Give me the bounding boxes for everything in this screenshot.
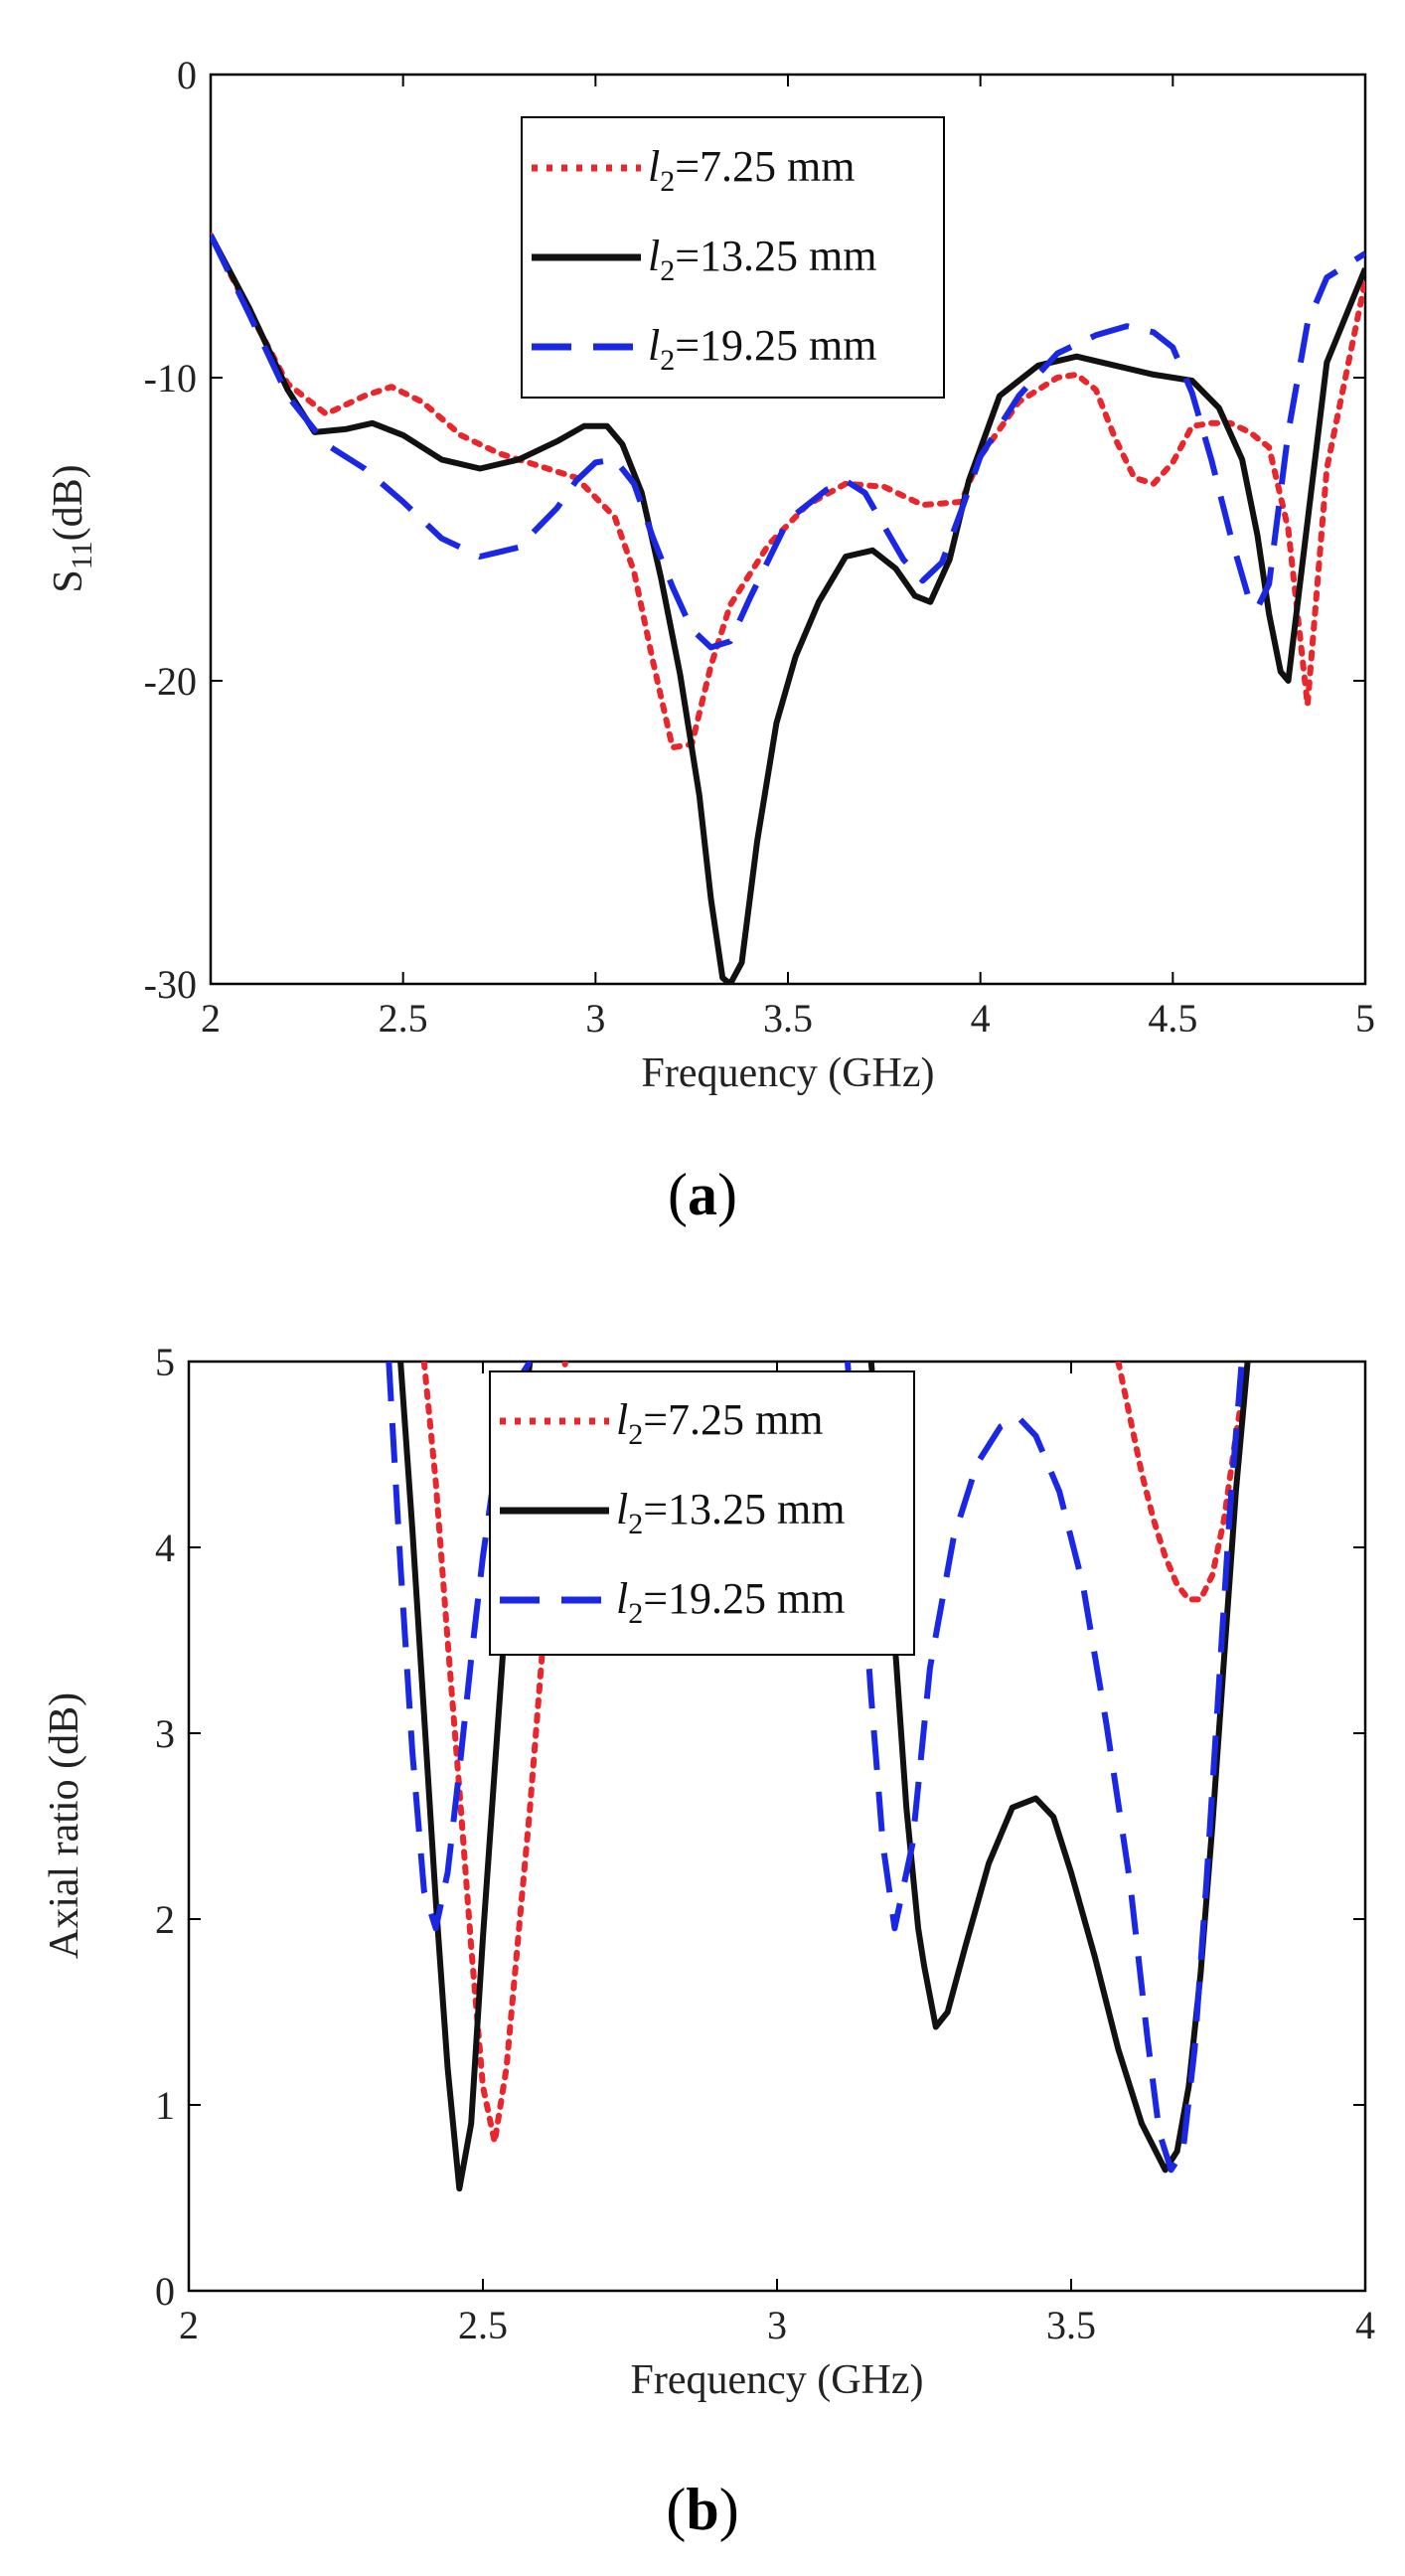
chart-a-legend-entry-2: l2=13.25 mm (532, 232, 877, 287)
chart-b-x-tick-label: 3.5 (1046, 2303, 1096, 2347)
chart-b-series (386, 1362, 1251, 2192)
chart-a-y-tick-label: -10 (144, 356, 197, 401)
legend-value: =13.25 mm (675, 232, 876, 280)
chart-a-y-label-unit: (dB) (46, 464, 91, 541)
panel-label-open: ( (668, 1162, 688, 1227)
legend-sub: 2 (628, 1597, 643, 1630)
chart-b-legend-label-1: l2=7.25 mm (616, 1395, 824, 1451)
chart-b-legend-label-2: l2=13.25 mm (616, 1485, 846, 1540)
chart-b-legend: l2=7.25 mm l2=13.25 mm l2=19.25 mm (489, 1370, 915, 1656)
chart-a-series-line-1 (211, 232, 1365, 751)
chart-a-x-ticks: 2 2.5 3 3.5 4 4.5 5 (201, 75, 1375, 1041)
chart-a-series-line-3 (211, 234, 1365, 651)
chart-b-legend-entry-1: l2=7.25 mm (500, 1395, 824, 1451)
chart-a-x-tick-label: 2.5 (379, 996, 428, 1041)
panel-label-letter: a (688, 1162, 717, 1227)
chart-a-legend-label-1: l2=7.25 mm (648, 142, 856, 198)
chart-a-x-tick-label: 3.5 (763, 996, 813, 1041)
chart-b-x-tick-label: 4 (1355, 2303, 1375, 2347)
chart-b-series-line-1-segment-2 (1115, 1362, 1251, 1603)
chart-b-series-line-3-segment-2 (845, 1362, 1245, 2174)
panel-label-close: ) (719, 2477, 739, 2542)
chart-a-legend-label-3: l2=19.25 mm (648, 321, 877, 377)
chart-b-series-line-1-segment-1 (420, 1362, 568, 2146)
legend-value: =7.25 mm (675, 142, 855, 191)
legend-sub: 2 (628, 1418, 643, 1451)
chart-b-series-line-2-segment-2 (867, 1362, 1251, 2174)
chart-b-x-axis-label: Frequency (GHz) (630, 2357, 923, 2403)
panel-label-open: ( (666, 2477, 686, 2542)
legend-var: l (616, 1395, 628, 1444)
legend-value: =13.25 mm (643, 1485, 845, 1533)
chart-a-legend: l2=7.25 mm l2=13.25 mm l2=19.25 mm (521, 116, 945, 399)
chart-a-y-label-sub: 11 (66, 541, 98, 569)
chart-a-x-axis-label: Frequency (GHz) (641, 1050, 934, 1096)
chart-a-series (211, 232, 1365, 984)
legend-var: l (648, 232, 660, 280)
legend-sub: 2 (660, 344, 675, 377)
chart-a: 2 2.5 3 3.5 4 4.5 5 -30 -20 -10 0 Frequency (GHz)… (46, 53, 1375, 1227)
legend-value: =19.25 mm (643, 1574, 845, 1623)
legend-value: =7.25 mm (643, 1395, 823, 1444)
chart-b-x-tick-label: 2.5 (458, 2303, 508, 2347)
legend-sub: 2 (660, 165, 675, 198)
chart-b-legend-label-3: l2=19.25 mm (616, 1574, 846, 1630)
chart-a-y-axis-label: S11(dB) (46, 464, 98, 592)
chart-b-y-tick-label: 4 (155, 1526, 175, 1570)
chart-a-legend-entry-1: l2=7.25 mm (532, 142, 856, 198)
chart-a-y-tick-label: 0 (177, 53, 197, 97)
chart-b: 2 2.5 3 3.5 4 0 1 2 3 4 5 Frequency (GHz) Axial r… (42, 1340, 1375, 2542)
chart-a-x-tick-label: 4.5 (1148, 996, 1197, 1041)
panel-label-letter: b (686, 2477, 718, 2542)
chart-a-y-tick-label: -30 (144, 962, 197, 1007)
legend-var: l (648, 142, 660, 191)
chart-a-series-line-2 (211, 234, 1365, 984)
chart-a-y-tick-label: -20 (144, 659, 197, 704)
legend-sub: 2 (628, 1508, 643, 1540)
legend-sub: 2 (660, 254, 675, 287)
chart-b-panel-label: (b) (666, 2477, 738, 2542)
chart-b-y-ticks: 0 1 2 3 4 5 (155, 1340, 1365, 2314)
chart-a-x-tick-label: 2 (201, 996, 221, 1041)
chart-a-y-ticks: -30 -20 -10 0 (144, 53, 1365, 1007)
chart-b-y-tick-label: 2 (155, 1897, 175, 1942)
chart-b-x-ticks: 2 2.5 3 3.5 4 (179, 1362, 1375, 2347)
chart-b-x-tick-label: 2 (179, 2303, 199, 2347)
chart-a-panel-label: (a) (668, 1162, 737, 1227)
chart-b-y-tick-label: 3 (155, 1711, 175, 1756)
legend-var: l (616, 1485, 628, 1533)
chart-b-y-tick-label: 1 (155, 2083, 175, 2128)
chart-b-x-tick-label: 3 (767, 2303, 787, 2347)
chart-a-x-tick-label: 5 (1355, 996, 1375, 1041)
chart-a-x-tick-label: 3 (585, 996, 605, 1041)
chart-b-y-tick-label: 0 (155, 2269, 175, 2314)
chart-a-y-label-main: S (46, 569, 91, 592)
legend-var: l (648, 321, 660, 370)
panel-label-close: ) (717, 1162, 737, 1227)
chart-a-x-tick-label: 4 (971, 996, 991, 1041)
chart-b-y-tick-label: 5 (155, 1340, 175, 1384)
legend-value: =19.25 mm (675, 321, 876, 370)
legend-var: l (616, 1574, 628, 1623)
chart-b-legend-entry-3: l2=19.25 mm (500, 1574, 846, 1630)
chart-b-y-axis-label: Axial ratio (dB) (42, 1692, 87, 1959)
chart-a-legend-entry-3: l2=19.25 mm (532, 321, 877, 377)
chart-b-legend-entry-2: l2=13.25 mm (500, 1485, 846, 1540)
chart-a-legend-label-2: l2=13.25 mm (648, 232, 877, 287)
